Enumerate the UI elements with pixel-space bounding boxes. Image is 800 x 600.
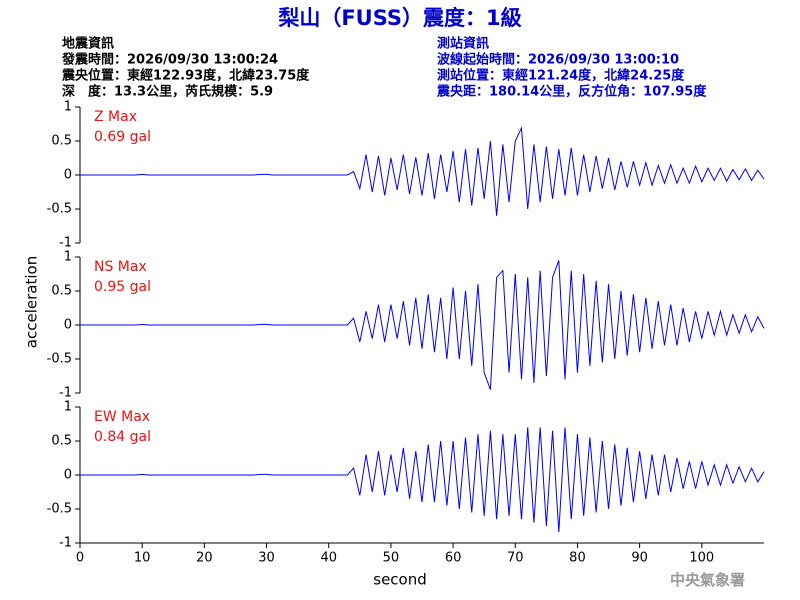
panel-title: NS Max	[94, 259, 147, 275]
y-tick-label: -1	[59, 386, 72, 401]
y-tick-label: 1	[64, 250, 72, 265]
chart-title: 梨山（FUSS）震度：1級	[278, 6, 521, 30]
y-tick-label: 0.5	[51, 434, 72, 449]
x-tick-label: 30	[258, 551, 275, 566]
y-tick-label: -0.5	[47, 502, 72, 517]
x-tick-label: 50	[383, 551, 400, 566]
panel-subtitle: 0.84 gal	[94, 429, 151, 445]
x-tick-label: 70	[507, 551, 524, 566]
info-line: 地震資訊	[62, 36, 114, 52]
y-tick-label: 0	[64, 318, 72, 333]
y-axis-label: acceleration	[23, 256, 41, 348]
y-tick-label: 0.5	[51, 134, 72, 149]
info-line: 震央距：180.14公里，反方位角：107.95度	[436, 84, 707, 100]
x-tick-label: 40	[320, 551, 337, 566]
panel-title: EW Max	[94, 409, 150, 425]
y-tick-label: 1	[64, 400, 72, 415]
panel-subtitle: 0.95 gal	[94, 279, 151, 295]
x-tick-label: 90	[631, 551, 648, 566]
y-tick-label: 0	[64, 168, 72, 183]
info-line: 震央位置：東經122.93度，北緯23.75度	[61, 68, 310, 84]
waveform	[80, 260, 765, 390]
info-line: 發震時間：2026/09/30 13:00:24	[61, 52, 278, 68]
y-tick-label: -1	[59, 536, 72, 551]
info-line: 深 度：13.3公里，芮氏規模：5.9	[62, 84, 273, 100]
y-tick-label: -1	[59, 236, 72, 251]
waveform	[80, 427, 765, 533]
x-tick-label: 80	[569, 551, 586, 566]
y-tick-label: -0.5	[47, 202, 72, 217]
x-axis-label: second	[373, 571, 427, 589]
x-tick-label: 10	[134, 551, 151, 566]
info-line: 測站位置：東經121.24度，北緯24.25度	[437, 68, 685, 84]
x-tick-label: 100	[689, 551, 714, 566]
x-tick-label: 20	[196, 551, 213, 566]
info-line: 測站資訊	[437, 36, 489, 52]
footer: 中央氣象署	[670, 571, 745, 589]
info-line: 波線起始時間：2026/09/30 13:00:10	[437, 52, 679, 68]
y-tick-label: 0	[64, 468, 72, 483]
x-tick-label: 60	[445, 551, 462, 566]
y-tick-label: 1	[64, 100, 72, 115]
panel-title: Z Max	[94, 109, 137, 125]
x-tick-label: 0	[76, 551, 84, 566]
waveform	[80, 126, 765, 216]
y-tick-label: 0.5	[51, 284, 72, 299]
panel-subtitle: 0.69 gal	[94, 129, 151, 145]
y-tick-label: -0.5	[47, 352, 72, 367]
